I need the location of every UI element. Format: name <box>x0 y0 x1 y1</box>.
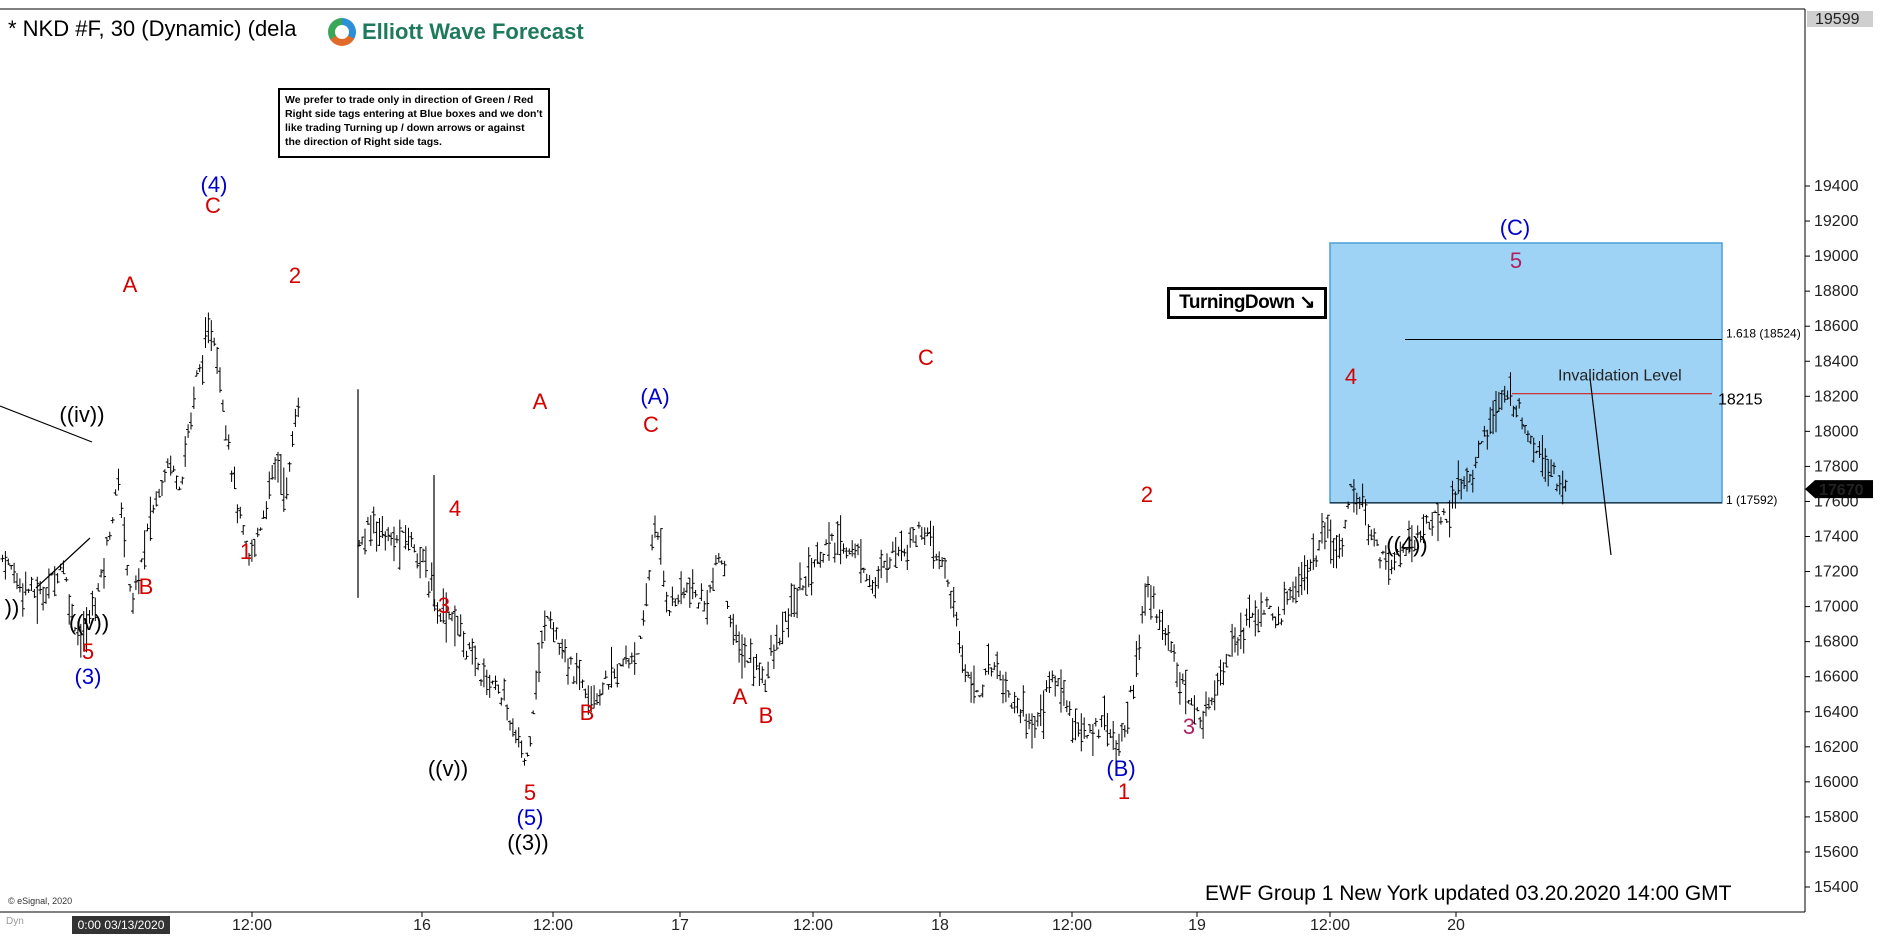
blue-box <box>1329 242 1723 504</box>
wave-label: (5) <box>517 805 544 830</box>
fib-low-label: 1 (17592) <box>1726 493 1777 507</box>
invalidation-label: Invalidation Level <box>1558 368 1682 385</box>
turning-down-label: TurningDown <box>1179 292 1295 313</box>
wave-label: C <box>918 345 934 370</box>
esignal-copyright: © eSignal, 2020 <box>8 896 73 906</box>
wave-label: C <box>205 193 221 218</box>
wave-label: B <box>759 703 774 728</box>
arrow-down-right-icon: ↘ <box>1294 292 1315 313</box>
y-tick-label: 18600 <box>1814 318 1859 335</box>
wave-label: ((iv)) <box>59 402 104 427</box>
wave-label: (B) <box>1106 756 1135 781</box>
wave-label: A <box>123 272 138 297</box>
wave-label: ((v)) <box>69 610 109 635</box>
x-tick-label: 12:00 <box>1310 917 1350 934</box>
y-tick-label: 17000 <box>1814 599 1859 616</box>
x-tick-label: 20 <box>1447 917 1465 934</box>
wave-label: (4) <box>201 172 228 197</box>
wave-label: ((4)) <box>1386 532 1428 557</box>
wave-label: 2 <box>289 263 301 288</box>
wave-label: 1 <box>240 539 252 564</box>
wave-label: 3 <box>1183 714 1195 739</box>
y-tick-label: 19200 <box>1814 213 1859 230</box>
wave-label: (C) <box>1500 215 1531 240</box>
x-tick-label: 16 <box>413 917 431 934</box>
invalidation-price-label: 18215 <box>1718 392 1763 409</box>
wave-label: 5 <box>524 780 536 805</box>
y-tick-label: 17200 <box>1814 564 1859 581</box>
wave-label: 5 <box>82 639 94 664</box>
wave-label: 1 <box>1118 779 1130 804</box>
y-tick-label: 19000 <box>1814 248 1859 265</box>
y-tick-label: 17800 <box>1814 458 1859 475</box>
wave-label: (A) <box>640 384 669 409</box>
projection-line <box>1589 377 1612 556</box>
trendline <box>35 537 91 589</box>
last-price-label: 17670 <box>1819 482 1864 499</box>
footer-update-text: EWF Group 1 New York updated 03.20.2020 … <box>1205 882 1732 905</box>
wave-label: 3 <box>438 593 450 618</box>
y-tick-label: 16000 <box>1814 774 1859 791</box>
blue-box-zone: 1.618 (18524) 1 (17592) Invalidation Level… <box>1329 242 1801 507</box>
y-tick-label: 17400 <box>1814 529 1859 546</box>
y-tick-label: 18000 <box>1814 423 1859 440</box>
wave-label: ((v)) <box>428 756 468 781</box>
last-price-box <box>1805 480 1873 499</box>
wave-labels: ((iv))((v))5(3)))AB(4)C1243AB((v))5(5)((… <box>5 172 1531 855</box>
x-axis-start-label: 0:00 03/13/2020 <box>72 916 170 934</box>
annotations <box>0 377 1612 589</box>
y-tick-label: 16800 <box>1814 634 1859 651</box>
wave-label: B <box>580 700 595 725</box>
wave-label: A <box>733 684 748 709</box>
y-tick-label: 16200 <box>1814 739 1859 756</box>
chart-title: * NKD #F, 30 (Dynamic) (dela <box>8 16 297 41</box>
y-tick-label: 18800 <box>1814 283 1859 300</box>
top-value-box <box>1807 11 1873 27</box>
dyn-label: Dyn <box>6 916 24 927</box>
wave-label: ((3)) <box>507 830 549 855</box>
x-tick-label: 19 <box>1188 917 1206 934</box>
wave-label: 2 <box>1141 482 1153 507</box>
price-bars <box>0 312 1568 766</box>
y-tick-label: 16400 <box>1814 704 1859 721</box>
y-tick-label: 15800 <box>1814 809 1859 826</box>
logo: Elliott Wave Forecast <box>328 16 584 48</box>
wave-label: 5 <box>1510 248 1522 273</box>
fib-high-label: 1.618 (18524) <box>1726 327 1801 341</box>
trendline <box>0 405 93 443</box>
logo-icon <box>328 18 356 46</box>
wave-label: B <box>139 574 154 599</box>
x-tick-label: 12:00 <box>793 917 833 934</box>
wave-label: A <box>533 389 548 414</box>
wave-label: C <box>643 412 659 437</box>
wave-label: (3) <box>75 664 102 689</box>
wave-label: 4 <box>1345 364 1357 389</box>
wave-label: 4 <box>449 496 461 521</box>
wave-label: )) <box>5 595 20 620</box>
y-tick-label: 18400 <box>1814 353 1859 370</box>
top-value-label: 19599 <box>1815 11 1860 28</box>
y-tick-label: 15600 <box>1814 844 1859 861</box>
y-tick-label: 18200 <box>1814 388 1859 405</box>
y-tick-label: 19400 <box>1814 178 1859 195</box>
x-tick-label: 18 <box>931 917 949 934</box>
y-tick-label: 16600 <box>1814 669 1859 686</box>
x-tick-label: 12:00 <box>533 917 573 934</box>
x-tick-label: 12:00 <box>1052 917 1092 934</box>
axes: 15400 15600 15800 16000 16200 16400 16600 16800… <box>0 8 1873 934</box>
x-tick-label: 12:00 <box>232 917 272 934</box>
trading-note: We prefer to trade only in direction of … <box>278 88 550 158</box>
logo-text: Elliott Wave Forecast <box>362 19 584 44</box>
y-tick-label: 15400 <box>1814 879 1859 896</box>
x-tick-label: 17 <box>671 917 689 934</box>
turning-down-tag: TurningDown ↘ <box>1167 287 1327 319</box>
